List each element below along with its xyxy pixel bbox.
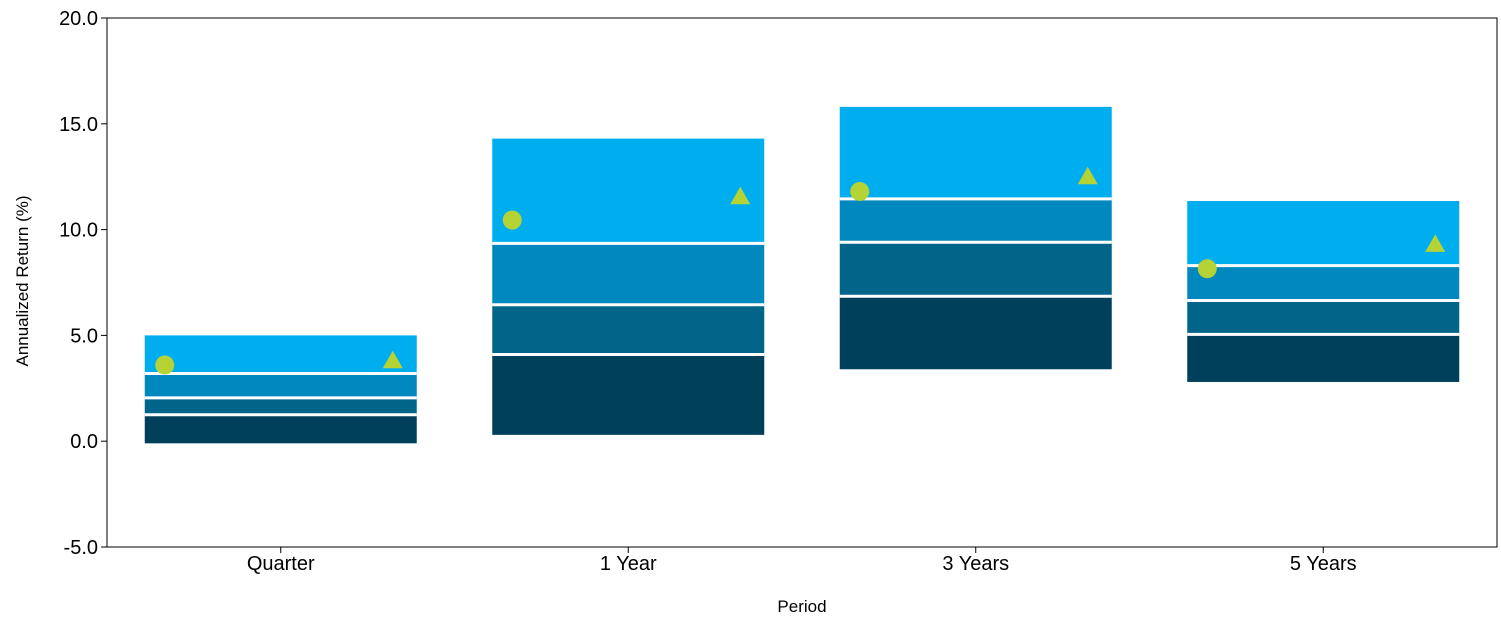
marker-circle-quarter bbox=[155, 355, 175, 375]
marker-circle-5-years bbox=[1197, 259, 1217, 279]
bar-band-3-years-1 bbox=[839, 106, 1112, 199]
bar-group-quarter bbox=[144, 335, 417, 444]
plot-frame bbox=[106, 17, 1498, 548]
bar-band-quarter-2 bbox=[144, 373, 417, 398]
marker-triangle-quarter bbox=[382, 350, 403, 369]
bar-group-3-years bbox=[839, 106, 1112, 370]
bar-band-3-years-4 bbox=[839, 296, 1112, 370]
bars-layer bbox=[144, 106, 1460, 444]
bar-group-1-year bbox=[492, 138, 765, 435]
bar-band-1-year-4 bbox=[492, 354, 765, 435]
bar-band-5-years-2 bbox=[1187, 265, 1460, 301]
x-tick-label: 3 Years bbox=[942, 553, 1009, 575]
bar-band-1-year-1 bbox=[492, 138, 765, 244]
y-tick-label: 15.0 bbox=[59, 114, 98, 136]
bar-band-3-years-2 bbox=[839, 198, 1112, 243]
y-tick-label: 5.0 bbox=[70, 325, 98, 347]
marker-circle-1-year bbox=[502, 210, 522, 230]
marker-circle-3-years bbox=[850, 182, 870, 202]
y-tick-label: 20.0 bbox=[59, 8, 98, 30]
bar-band-quarter-1 bbox=[144, 335, 417, 374]
y-tick-label: 10.0 bbox=[59, 220, 98, 242]
marker-triangle-1-year bbox=[730, 186, 751, 205]
bar-band-5-years-4 bbox=[1187, 334, 1460, 382]
bar-band-1-year-3 bbox=[492, 304, 765, 355]
bar-band-5-years-1 bbox=[1187, 201, 1460, 266]
y-tick-label: -5.0 bbox=[64, 537, 98, 559]
x-tick-label: Quarter bbox=[247, 553, 315, 575]
bar-band-3-years-3 bbox=[839, 242, 1112, 297]
marker-triangle-5-years bbox=[1425, 234, 1446, 252]
bar-band-1-year-2 bbox=[492, 243, 765, 305]
bar-band-quarter-4 bbox=[144, 414, 417, 444]
bar-group-5-years bbox=[1187, 201, 1460, 382]
y-tick-label: 0.0 bbox=[70, 431, 98, 453]
bar-band-5-years-3 bbox=[1187, 300, 1460, 335]
x-axis-title: Period bbox=[777, 597, 826, 616]
x-tick-label: 5 Years bbox=[1290, 553, 1357, 575]
markers-layer bbox=[155, 166, 1446, 375]
marker-triangle-3-years bbox=[1077, 166, 1098, 185]
axes-layer: -5.0 0.0 5.0 10.0 15.0 20.0 Quarter 1 Year 3 Yea… bbox=[59, 8, 1498, 575]
x-tick-label: 1 Year bbox=[600, 553, 657, 575]
bar-band-quarter-3 bbox=[144, 397, 417, 415]
y-axis-title: Annualized Return (%) bbox=[13, 195, 32, 366]
